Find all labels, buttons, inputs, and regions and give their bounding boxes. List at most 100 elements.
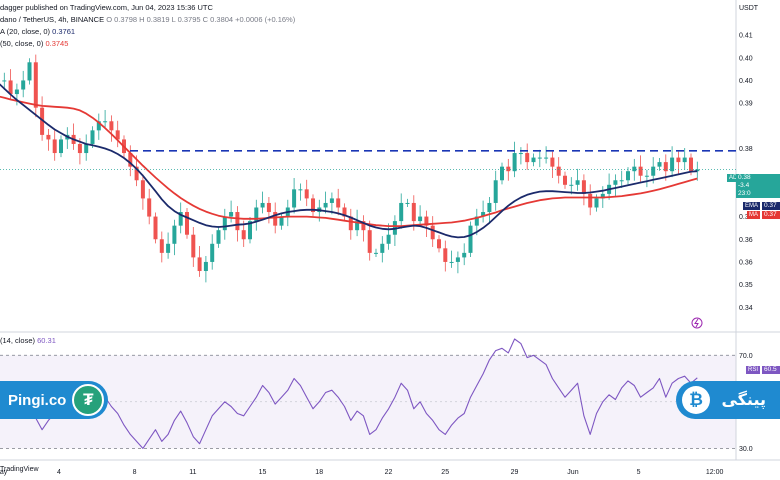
candle-body — [512, 153, 517, 172]
candle-body — [399, 202, 404, 222]
candle-body — [481, 212, 486, 217]
rsi-legend-value: 60.31 — [37, 336, 56, 345]
candle-body — [2, 80, 7, 82]
ema-20-line — [0, 83, 698, 239]
candle-body — [411, 202, 416, 222]
candle-body — [21, 80, 26, 90]
candle-body — [689, 157, 693, 172]
ema-legend[interactable]: A (20, close, 0) 0.3761 — [0, 27, 75, 36]
candle-body — [638, 166, 643, 176]
pingi-persian-text: پینگی — [721, 392, 766, 409]
price-tick-label: 0.35 — [739, 282, 753, 289]
candle-body — [52, 139, 57, 154]
candle-body — [575, 180, 580, 185]
countdown-tag: 23:0 — [736, 190, 780, 198]
candle-body — [8, 80, 13, 95]
candle-body — [544, 157, 549, 159]
candle-body — [90, 130, 95, 144]
candle-body — [311, 198, 315, 213]
candle-body — [474, 216, 479, 226]
candle-body — [235, 212, 240, 231]
candle-body — [437, 239, 441, 249]
time-tick-label: 4 — [57, 469, 61, 476]
time-tick-label: 18 — [315, 469, 323, 476]
last-price-tag: 0.38 — [736, 174, 780, 182]
candle-body — [531, 157, 536, 163]
price-tick-label: 0.36 — [739, 259, 753, 266]
rsi-tick-label: 70.0 — [739, 353, 753, 360]
candle-body — [254, 207, 259, 222]
symbol-line: dano / TetherUS, 4h, BINANCE — [0, 15, 105, 24]
candle-body — [594, 198, 599, 208]
tether-coin-icon: ₮ — [72, 384, 105, 416]
candle-body — [386, 234, 391, 244]
ohlc-line: dano / TetherUS, 4h, BINANCE O 0.3798 H … — [0, 15, 295, 24]
candle-body — [279, 216, 284, 226]
price-axis-unit: USDT — [739, 5, 759, 12]
candle-body — [537, 157, 542, 159]
candle-body — [191, 234, 196, 258]
candle-body — [455, 257, 460, 262]
candle-body — [14, 89, 19, 95]
ema-legend-label: A (20, close, 0) — [0, 27, 51, 36]
time-tick-label: Jun — [567, 469, 578, 476]
candle-body — [260, 202, 265, 208]
candle-body — [430, 225, 435, 240]
price-tick-label: 0.41 — [739, 33, 753, 40]
candle-body — [222, 216, 227, 231]
pingi-banner-left[interactable]: Pingi.co ₮ — [0, 381, 108, 419]
candle-body — [59, 139, 63, 154]
candle-body — [266, 202, 271, 213]
candle-body — [140, 180, 145, 199]
candle-body — [657, 162, 662, 167]
time-tick-label: 8 — [133, 469, 137, 476]
candle-body — [569, 184, 574, 186]
candle-body — [336, 198, 341, 208]
candle-body — [77, 143, 82, 154]
price-change-tag: -3.4 — [736, 182, 780, 190]
candle-body — [676, 157, 681, 163]
published-by: dagger published on TradingView.com, Jun… — [0, 3, 213, 12]
price-tick-label: 0.38 — [739, 146, 753, 153]
candle-body — [493, 180, 498, 203]
candle-body — [109, 121, 114, 131]
ma-legend[interactable]: (50, close, 0) 0.3745 — [0, 39, 68, 48]
candle-body — [329, 198, 334, 203]
candle-body — [468, 225, 473, 253]
candle-body — [600, 193, 605, 199]
candle-body — [632, 166, 637, 172]
ema-price-tag: 0.37 — [762, 202, 780, 210]
candle-body — [40, 107, 45, 135]
rsi-price-tag: 60.5 — [762, 366, 780, 374]
ema-legend-value: 0.3761 — [52, 27, 76, 36]
candle-body — [424, 216, 429, 226]
candle-body — [134, 166, 139, 181]
ma-legend-value: 0.3745 — [45, 39, 69, 48]
candle-body — [651, 166, 656, 176]
time-tick-label: 15 — [259, 469, 267, 476]
candle-body — [449, 261, 454, 263]
candle-body — [159, 239, 164, 253]
candle-body — [367, 230, 372, 253]
candle-body — [500, 166, 504, 181]
pingi-banner-right[interactable]: ₿ پینگی — [676, 381, 780, 419]
candle-body — [323, 202, 328, 208]
candle-body — [462, 252, 467, 258]
candle-body — [355, 221, 360, 231]
candle-body — [556, 166, 561, 176]
tradingview-watermark: TradingView — [0, 466, 39, 473]
candle-body — [619, 180, 624, 182]
candle-body — [84, 143, 89, 154]
lightning-icon-bolt — [694, 318, 699, 328]
candle-body — [197, 257, 202, 272]
candle-body — [128, 153, 133, 167]
rsi-pane — [0, 332, 736, 460]
candle-body — [518, 153, 523, 155]
candle-body — [588, 193, 593, 208]
time-tick-label: 5 — [637, 469, 641, 476]
candle-body — [185, 212, 189, 235]
time-tick-label: 22 — [385, 469, 393, 476]
rsi-legend[interactable]: (14, close) 60.31 — [0, 336, 56, 345]
pingi-site-text: Pingi.co — [8, 391, 67, 409]
